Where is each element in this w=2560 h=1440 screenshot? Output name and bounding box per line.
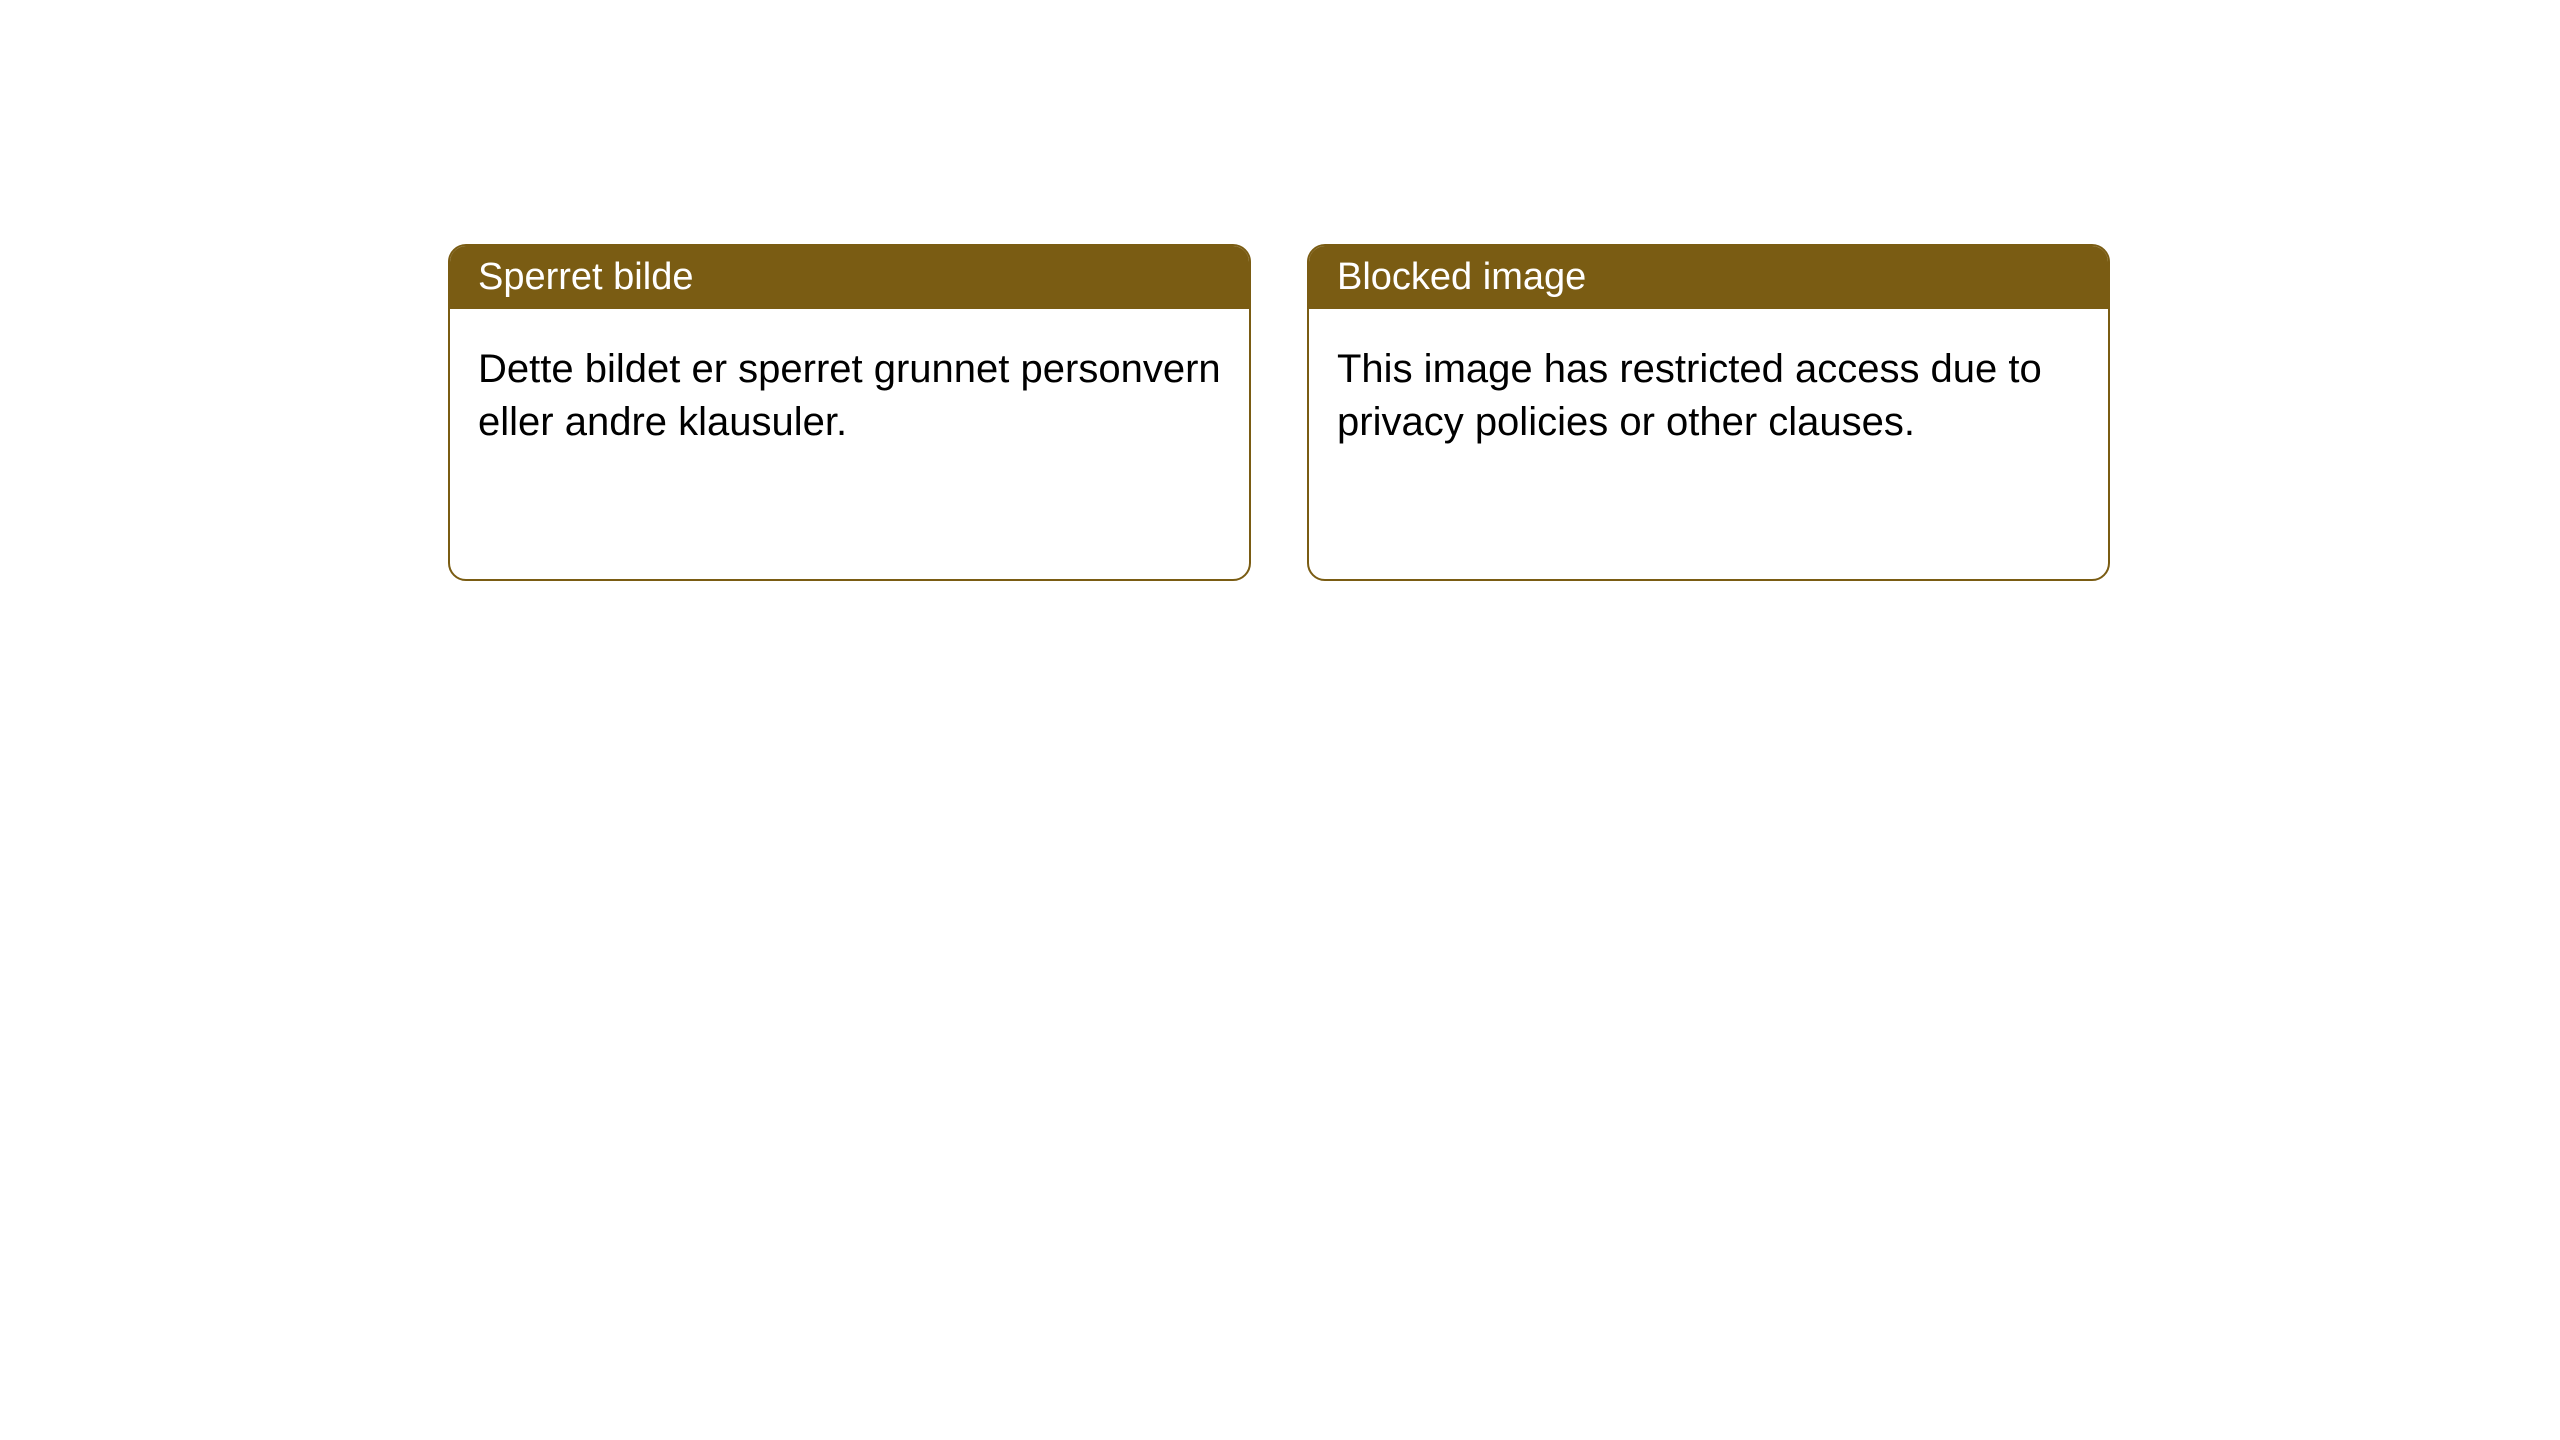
notice-container: Sperret bilde Dette bildet er sperret gr…: [448, 244, 2110, 581]
notice-card-english: Blocked image This image has restricted …: [1307, 244, 2110, 581]
notice-header-text: Sperret bilde: [478, 256, 693, 298]
notice-card-norwegian: Sperret bilde Dette bildet er sperret gr…: [448, 244, 1251, 581]
notice-header-text: Blocked image: [1337, 256, 1586, 298]
notice-header-english: Blocked image: [1309, 246, 2108, 309]
notice-body-text: This image has restricted access due to …: [1337, 347, 2042, 444]
notice-body-norwegian: Dette bildet er sperret grunnet personve…: [450, 309, 1249, 579]
notice-body-english: This image has restricted access due to …: [1309, 309, 2108, 579]
notice-header-norwegian: Sperret bilde: [450, 246, 1249, 309]
notice-body-text: Dette bildet er sperret grunnet personve…: [478, 347, 1221, 444]
